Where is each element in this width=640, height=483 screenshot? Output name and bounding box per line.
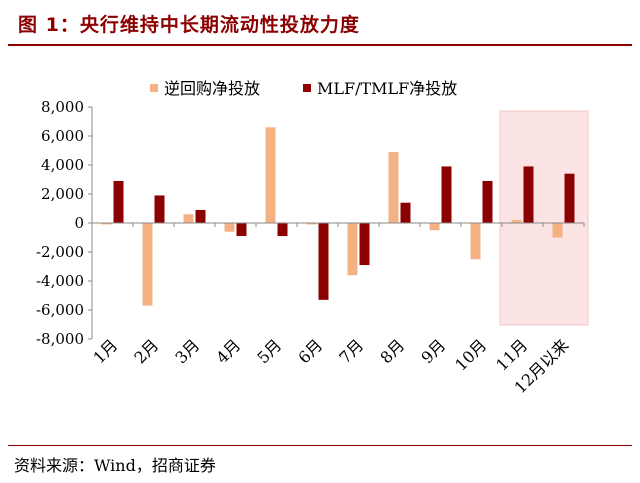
y-tick-label: 8,000 [41,98,84,116]
x-tick-label: 8月 [376,335,408,367]
bar-mlf [195,209,206,223]
y-tick-label: 2,000 [41,185,84,203]
y-tick-label: 4,000 [41,156,84,174]
bar-reverse-repo [142,223,153,306]
bar-reverse-repo [101,223,112,225]
legend-item-reverse-repo: 逆回购净投放 [150,75,260,99]
x-tick-label: 5月 [253,335,285,367]
x-tick-label: 9月 [417,335,449,367]
bar-reverse-repo [306,223,317,225]
bar-mlf [277,223,288,237]
y-tick-label: -2,000 [36,243,84,261]
x-tick-label: 10月 [451,335,490,374]
bar-reverse-repo [347,223,358,276]
highlight-region [499,110,589,326]
x-tick-label: 3月 [171,335,203,367]
bar-reverse-repo [265,127,276,223]
bar-mlf [564,173,575,223]
source-note: 资料来源：Wind，招商证券 [14,456,216,475]
bar-mlf [523,166,534,223]
bar-mlf [236,223,247,237]
legend-label-mlf: MLF/TMLF净投放 [317,79,458,98]
legend-swatch-mlf [303,83,311,92]
bar-mlf [441,166,452,223]
bar-mlf [359,223,370,266]
bar-mlf [318,223,329,300]
legend-swatch-reverse-repo [150,83,158,92]
bar-mlf [482,180,493,223]
x-tick-label: 2月 [130,335,162,367]
bar-mlf [400,202,411,223]
y-tick-label: 0 [74,214,84,232]
y-tick-label: 6,000 [41,127,84,145]
bar-reverse-repo [224,223,235,232]
legend-item-mlf: MLF/TMLF净投放 [303,75,457,99]
y-tick-label: -6,000 [36,301,84,319]
bar-reverse-repo [470,223,481,260]
bar-reverse-repo [429,223,440,231]
bar-reverse-repo [183,214,194,223]
title-divider [8,44,632,46]
source-divider [8,445,632,446]
x-tick-label: 1月 [89,335,121,367]
bar-reverse-repo [388,151,399,223]
x-tick-label: 7月 [335,335,367,367]
legend-label-reverse-repo: 逆回购净投放 [164,79,261,98]
bar-chart: 8,000 6,000 4,000 2,000 0 -2,000 -4,000 -6,000 -… [36,98,589,397]
bar-reverse-repo [511,220,522,223]
page-title: 图 1：央行维持中长期流动性投放力度 [18,14,360,36]
y-tick-label: -8,000 [36,330,84,348]
x-tick-label: 4月 [212,335,244,367]
bar-mlf [113,180,124,223]
bar-reverse-repo [552,223,563,238]
y-tick-label: -4,000 [36,272,84,290]
x-tick-label: 6月 [294,335,326,367]
bar-mlf [154,195,165,223]
